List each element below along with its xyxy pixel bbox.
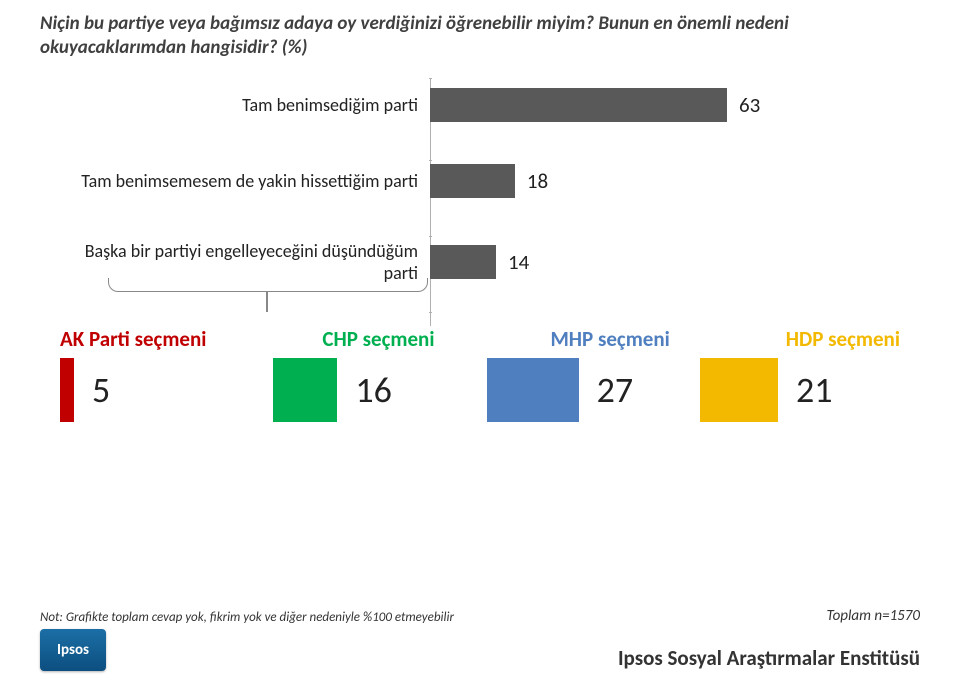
hbar-label: Tam benimsemesem de yakin hissettiğim pa… xyxy=(80,170,430,192)
party-value: 16 xyxy=(355,368,392,412)
hbar-value: 18 xyxy=(527,168,548,194)
party-values-row: 5 16 27 21 xyxy=(40,358,920,422)
hbar-row: Tam benimsediğim parti 63 xyxy=(80,88,820,122)
hbar-fill xyxy=(430,164,515,198)
party-value: 27 xyxy=(597,368,634,412)
party-value-group: 27 xyxy=(487,358,687,422)
party-value-group: 5 xyxy=(60,358,260,422)
hbar-fill xyxy=(430,245,496,279)
callout-stem xyxy=(266,292,268,312)
axis-tick xyxy=(429,160,432,161)
hbar-track: 14 xyxy=(430,245,760,279)
brand-text: Ipsos Sosyal Araştırmalar Enstitüsü xyxy=(618,645,920,671)
party-square xyxy=(60,358,74,422)
party-label: MHP seçmeni xyxy=(550,326,669,352)
brand-row: Ipsos Ipsos Sosyal Araştırmalar Enstitüs… xyxy=(40,629,920,671)
hbar-row: Başka bir partiyi engelleyeceğini düşünd… xyxy=(80,240,820,284)
hbar-chart: Tam benimsediğim parti 63 Tam benimsemesem… xyxy=(80,88,820,284)
axis-tick xyxy=(429,312,432,313)
ipsos-logo: Ipsos xyxy=(40,629,106,671)
party-square xyxy=(487,358,579,422)
axis-tick xyxy=(429,236,432,237)
total-n: Toplam n=1570 xyxy=(827,607,920,625)
party-label: CHP seçmeni xyxy=(322,326,434,352)
footer-row: Not: Grafikte toplam cevap yok, fikrim y… xyxy=(40,607,920,625)
page-title: Niçin bu partiye veya bağımsız adaya oy … xyxy=(40,12,920,60)
hbar-value: 63 xyxy=(739,92,760,118)
party-square xyxy=(273,358,337,422)
hbar-label: Başka bir partiyi engelleyeceğini düşünd… xyxy=(80,240,430,284)
hbar-value: 14 xyxy=(508,249,529,275)
axis-tick xyxy=(429,78,432,79)
callout-brace xyxy=(108,278,428,292)
footnote-text: Not: Grafikte toplam cevap yok, fikrim y… xyxy=(40,610,454,625)
hbar-row: Tam benimsemesem de yakin hissettiğim pa… xyxy=(80,164,820,198)
hbar-track: 63 xyxy=(430,88,760,122)
party-label: HDP seçmeni xyxy=(786,326,900,352)
party-value: 21 xyxy=(796,368,833,412)
party-labels-row: AK Parti seçmeni CHP seçmeni MHP seçmeni HD… xyxy=(40,326,920,352)
party-value-group: 16 xyxy=(273,358,473,422)
page-root: Niçin bu partiye veya bağımsız adaya oy … xyxy=(0,0,960,679)
hbar-label: Tam benimsediğim parti xyxy=(80,94,430,116)
hbar-track: 18 xyxy=(430,164,760,198)
party-square xyxy=(700,358,778,422)
hbar-fill xyxy=(430,88,727,122)
party-label: AK Parti seçmeni xyxy=(60,326,206,352)
party-value-group: 21 xyxy=(700,358,900,422)
party-value: 5 xyxy=(92,368,110,412)
